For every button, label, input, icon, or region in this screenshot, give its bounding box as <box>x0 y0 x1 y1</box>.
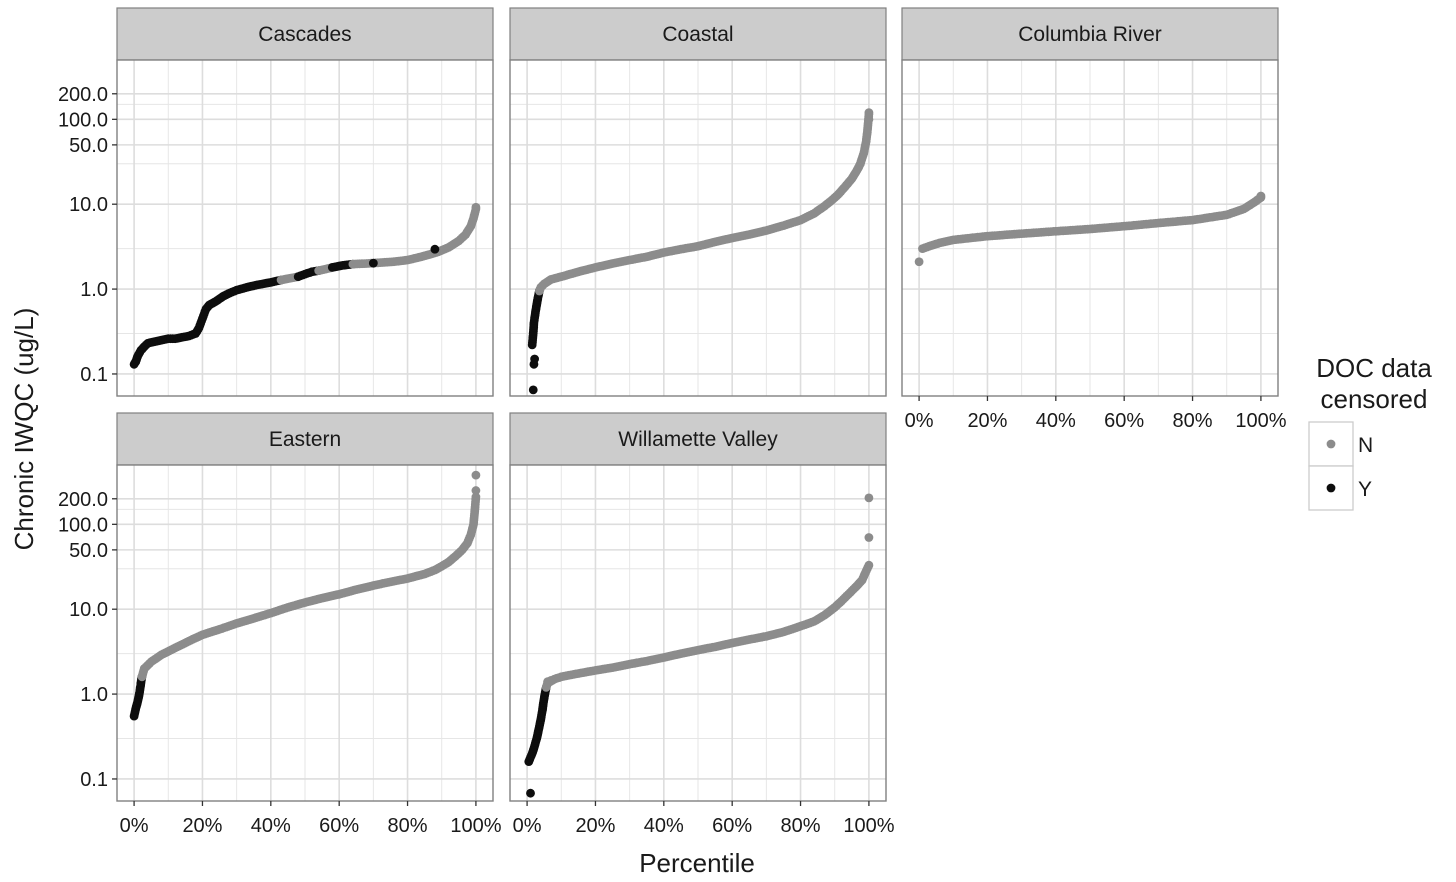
y-axis-title: Chronic IWQC (ug/L) <box>9 308 39 551</box>
x-tick-label: 20% <box>575 815 615 837</box>
y-tick-label: 1.0 <box>80 684 108 706</box>
data-point-n <box>1256 191 1266 201</box>
data-point-y <box>526 788 535 798</box>
x-tick-label: 40% <box>251 815 291 837</box>
legend-key-point <box>1326 439 1336 449</box>
x-tick-label: 0% <box>905 410 934 432</box>
x-tick-label: 0% <box>513 815 542 837</box>
facet-panel-coastal: Coastal <box>509 7 887 397</box>
y-tick-label: 50.0 <box>69 540 108 562</box>
y-tick-label: 0.1 <box>80 364 108 386</box>
facet-strip-label: Coastal <box>662 23 733 46</box>
x-tick-label: 100% <box>450 815 501 837</box>
y-tick-label: 10.0 <box>69 599 108 621</box>
legend-title: DOC data <box>1316 353 1432 383</box>
panel-border <box>509 59 887 397</box>
data-point-y <box>528 385 538 395</box>
legend-key-point <box>1326 483 1336 493</box>
facet-panel-cascades: Cascades 0.1 1.0 10.0 50.0 100.0 200.0 <box>58 7 494 397</box>
y-tick-label: 1.0 <box>80 279 108 301</box>
facet-panel-columbia-river: Columbia River 0% 20% 40% 60% 80% 100% <box>901 7 1287 432</box>
facet-strip <box>509 412 887 466</box>
data-point-n <box>864 493 874 503</box>
x-tick-label: 40% <box>644 815 684 837</box>
facet-strip-label: Eastern <box>269 428 341 451</box>
legend-label: N <box>1358 434 1373 457</box>
data-point-n <box>546 675 556 685</box>
y-tick-label: 200.0 <box>58 489 108 511</box>
x-tick-label: 20% <box>967 410 1007 432</box>
x-tick-label: 20% <box>182 815 222 837</box>
facet-strip-label: Columbia River <box>1018 23 1162 46</box>
y-tick-label: 10.0 <box>69 194 108 216</box>
panel-border <box>116 464 494 802</box>
panel-border <box>509 464 887 802</box>
data-point-y <box>368 258 378 268</box>
x-tick-label: 80% <box>781 815 821 837</box>
x-tick-label: 80% <box>1173 410 1213 432</box>
data-point-n <box>471 492 481 502</box>
x-tick-label: 60% <box>319 815 359 837</box>
facet-strip <box>509 7 887 61</box>
data-point-n <box>471 486 481 495</box>
y-tick-label: 100.0 <box>58 514 108 536</box>
x-tick-label: 60% <box>712 815 752 837</box>
x-tick-label: 100% <box>1235 410 1286 432</box>
x-tick-label: 40% <box>1036 410 1076 432</box>
panel-border <box>116 59 494 397</box>
facet-strip <box>116 412 494 466</box>
data-point-y <box>530 354 540 364</box>
facet-strip-label: Cascades <box>258 23 351 46</box>
data-point-n <box>864 114 874 124</box>
legend-key <box>1308 421 1354 467</box>
x-tick-label: 0% <box>120 815 149 837</box>
y-tick-label: 50.0 <box>69 135 108 157</box>
facet-strip <box>901 7 1279 61</box>
y-tick-label: 200.0 <box>58 84 108 106</box>
legend-title: censored <box>1321 384 1428 414</box>
facet-strip <box>116 7 494 61</box>
panel-border <box>901 59 1279 397</box>
x-tick-label: 100% <box>843 815 894 837</box>
data-point-n <box>471 470 481 480</box>
facet-panel-willamette-valley: Willamette Valley 0% 20% 40% 60% 80% 100% <box>509 412 895 837</box>
x-tick-label: 80% <box>388 815 428 837</box>
x-tick-label: 60% <box>1104 410 1144 432</box>
data-point-n <box>864 533 874 542</box>
legend-label: Y <box>1358 478 1372 501</box>
data-point-n <box>864 108 874 118</box>
x-axis-title: Percentile <box>639 848 755 877</box>
facet-panel-eastern: Eastern 0.1 1.0 10.0 50.0 100.0 200.0 0% 20% 40% 6… <box>58 412 502 837</box>
data-point-n <box>471 202 481 212</box>
data-point-n <box>864 560 874 570</box>
data-point-y <box>430 244 440 254</box>
facet-strip-label: Willamette Valley <box>618 428 778 451</box>
y-tick-label: 0.1 <box>80 769 108 791</box>
data-point-n <box>914 257 924 267</box>
y-tick-label: 100.0 <box>58 109 108 131</box>
